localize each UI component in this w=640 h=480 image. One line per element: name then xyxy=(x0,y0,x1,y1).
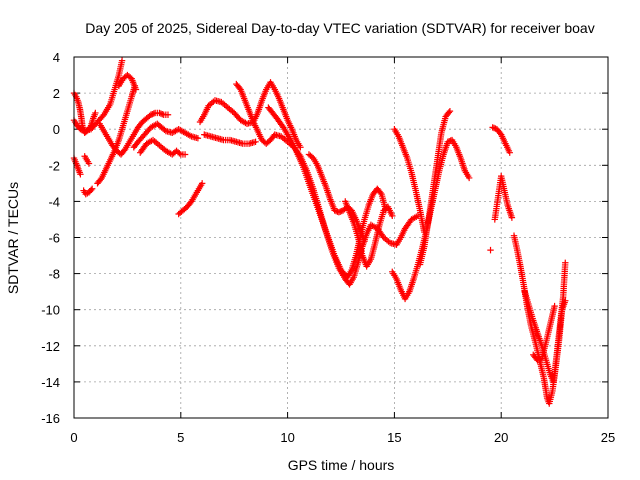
data-point xyxy=(87,186,95,194)
data-point xyxy=(150,110,157,117)
data-point xyxy=(147,111,155,118)
x-tick-labels: 0 5 10 15 20 25 xyxy=(70,430,615,445)
x-tick-label: 5 xyxy=(177,430,184,445)
data-point xyxy=(534,357,541,364)
series-arc-2 xyxy=(70,57,126,135)
y-tick-label: 0 xyxy=(53,122,60,137)
data-point xyxy=(377,189,384,197)
y-tick-label: -4 xyxy=(48,194,60,209)
y-axis-label: SDTVAR / TECUs xyxy=(5,182,21,294)
data-point xyxy=(490,124,498,132)
data-point xyxy=(487,246,494,254)
data-point xyxy=(181,151,189,158)
data-point xyxy=(198,180,206,187)
series-arc-20 xyxy=(416,107,454,268)
chart-title: Day 205 of 2025, Sidereal Day-to-day VTE… xyxy=(85,20,594,36)
plot-frame xyxy=(73,56,609,419)
x-tick-label: 15 xyxy=(387,430,401,445)
data-point xyxy=(551,302,558,310)
data-point xyxy=(337,208,344,215)
series-arc-23 xyxy=(491,172,516,223)
x-tick-label: 20 xyxy=(494,430,508,445)
x-tick-label: 10 xyxy=(280,430,294,445)
x-tick-label: 0 xyxy=(70,430,77,445)
y-tick-label: -12 xyxy=(41,339,60,354)
data-point xyxy=(506,149,513,156)
data-point xyxy=(361,237,368,245)
data-point xyxy=(535,356,543,363)
series-arc-9 xyxy=(130,120,202,151)
data-point xyxy=(88,185,96,192)
data-point xyxy=(465,174,473,182)
data-point xyxy=(445,109,453,116)
data-point xyxy=(85,160,93,167)
series-arc-21 xyxy=(487,246,494,254)
data-point xyxy=(92,109,99,117)
data-point xyxy=(489,124,496,131)
series-arc-18 xyxy=(391,126,428,236)
y-tick-label: -10 xyxy=(41,303,60,318)
series-arc-10 xyxy=(137,136,189,158)
series-arc-14 xyxy=(233,80,422,288)
y-tick-label: -16 xyxy=(41,411,60,426)
data-point xyxy=(446,107,454,115)
series-arc-15 xyxy=(265,104,390,281)
y-tick-label: -6 xyxy=(48,231,60,246)
data-point xyxy=(279,122,286,130)
data-point xyxy=(444,138,451,146)
y-tick-label: -14 xyxy=(41,375,60,390)
data-point xyxy=(118,57,126,64)
y-tick-label: -2 xyxy=(48,158,60,173)
data-point xyxy=(156,109,163,117)
series-arc-11 xyxy=(175,180,206,218)
series-arc-17 xyxy=(342,198,396,270)
data-point xyxy=(149,110,156,118)
data-point xyxy=(99,113,106,120)
data-point xyxy=(176,150,183,157)
series-arc-8 xyxy=(115,71,140,93)
y-tick-label: -8 xyxy=(48,267,60,282)
data-point xyxy=(78,126,86,134)
x-tick-label: 25 xyxy=(601,430,615,445)
data-point xyxy=(297,144,304,151)
data-point xyxy=(164,111,172,118)
data-point xyxy=(446,138,453,145)
data-point xyxy=(132,86,140,93)
series-arc-5 xyxy=(80,185,96,198)
data-point xyxy=(562,259,569,266)
series-arc-7 xyxy=(96,109,172,158)
data-point xyxy=(389,212,396,220)
series-arc-26 xyxy=(530,302,558,364)
series-arc-22 xyxy=(489,124,513,156)
series-arc-13 xyxy=(201,131,259,147)
series-arc-12 xyxy=(196,79,304,151)
data-point xyxy=(508,214,516,221)
y-tick-label: 2 xyxy=(53,86,60,101)
data-point xyxy=(77,171,84,178)
data-point xyxy=(157,110,165,117)
data-point xyxy=(331,207,338,214)
x-axis-label: GPS time / hours xyxy=(288,457,395,473)
y-tick-labels: -16 -14 -12 -10 -8 -6 -4 -2 0 2 4 xyxy=(41,50,60,426)
series-arc-4 xyxy=(81,153,93,167)
data-point xyxy=(332,207,340,215)
series-arc-3 xyxy=(70,154,84,178)
data-point xyxy=(159,110,166,118)
data-points xyxy=(70,57,569,407)
data-point xyxy=(252,138,259,146)
series-arc-25 xyxy=(521,259,569,386)
data-point xyxy=(335,209,343,216)
data-point xyxy=(77,126,84,133)
data-point xyxy=(194,135,202,142)
y-tick-label: 4 xyxy=(53,50,60,65)
